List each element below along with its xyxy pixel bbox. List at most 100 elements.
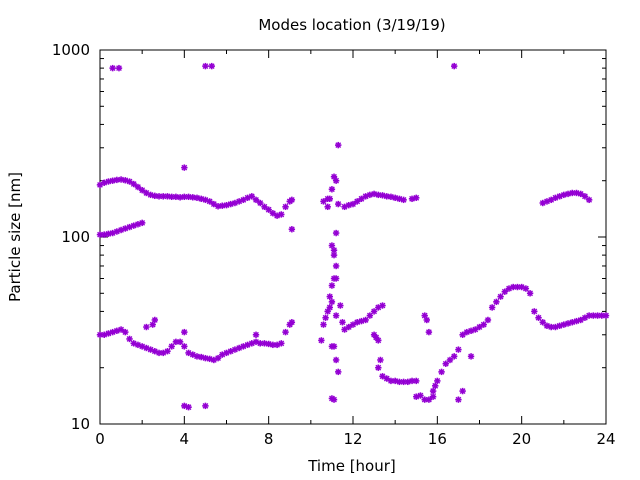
data-point	[387, 377, 395, 385]
y-axis-title: Particle size [nm]	[6, 172, 24, 302]
data-point	[122, 328, 129, 336]
data-point	[451, 62, 458, 70]
data-point	[332, 312, 340, 319]
plot-frame	[99, 49, 607, 425]
data-point	[252, 196, 260, 204]
data-point	[265, 206, 272, 213]
data-point	[288, 196, 296, 204]
data-point	[423, 316, 430, 324]
data-point	[366, 312, 374, 319]
data-point	[330, 251, 338, 259]
data-point	[337, 302, 344, 309]
data-point	[328, 298, 336, 306]
data-point	[375, 364, 382, 371]
data-point	[330, 246, 338, 254]
data-point	[109, 64, 116, 72]
data-point	[168, 343, 175, 350]
data-point	[438, 368, 445, 376]
data-point	[400, 378, 407, 386]
data-point	[383, 193, 390, 200]
data-point	[134, 183, 142, 191]
y-tick-label: 100	[61, 228, 90, 246]
data-point	[330, 396, 338, 403]
data-point	[434, 377, 441, 385]
data-point	[379, 302, 386, 309]
data-point	[370, 308, 378, 315]
data-point	[429, 387, 437, 395]
data-point	[324, 203, 331, 211]
data-point	[417, 392, 424, 399]
data-point	[257, 199, 264, 207]
data-point	[488, 304, 496, 311]
data-point	[391, 377, 399, 385]
data-point	[467, 353, 475, 360]
data-point	[288, 226, 296, 233]
data-point	[155, 193, 163, 200]
data-point	[138, 186, 146, 194]
data-point	[278, 211, 285, 218]
data-point	[585, 196, 593, 204]
data-point	[185, 403, 192, 411]
x-tick-label: 20	[512, 430, 531, 448]
data-point	[370, 190, 378, 198]
data-point	[531, 308, 538, 315]
data-point	[429, 393, 437, 400]
data-point	[261, 203, 268, 211]
x-tick-labels: 0 4 8 12 16 20 24	[95, 430, 615, 448]
data-point	[326, 293, 334, 300]
data-point	[413, 377, 420, 385]
data-point	[115, 64, 123, 72]
data-point	[105, 178, 112, 185]
data-point	[455, 396, 462, 403]
x-tick-label: 24	[596, 430, 615, 448]
data-point	[126, 335, 133, 343]
data-point	[354, 198, 361, 205]
data-point	[130, 180, 137, 188]
data-point	[320, 321, 327, 328]
data-point	[202, 62, 209, 70]
data-point	[413, 194, 420, 202]
data-point	[602, 312, 610, 319]
x-tick-label: 8	[264, 430, 274, 448]
data-point	[265, 340, 272, 348]
data-point	[459, 387, 466, 395]
data-point	[484, 316, 492, 324]
data-point	[113, 228, 121, 235]
data-point	[326, 304, 334, 311]
data-point	[130, 340, 137, 347]
data-point	[328, 282, 336, 289]
data-point	[227, 200, 234, 208]
y-tick-labels: 10 100 1000	[52, 41, 90, 433]
data-point	[332, 262, 340, 270]
data-point	[328, 343, 336, 350]
y-tick-label: 1000	[52, 41, 90, 59]
data-point	[282, 203, 289, 211]
data-point	[227, 348, 234, 355]
data-point	[318, 337, 325, 344]
data-point	[335, 200, 342, 208]
x-tick-label: 16	[428, 430, 447, 448]
data-point	[181, 343, 188, 350]
data-point	[164, 348, 171, 355]
data-point	[202, 402, 209, 410]
data-point	[514, 283, 521, 291]
data-point	[581, 193, 589, 200]
data-point	[117, 326, 125, 333]
data-points	[96, 62, 610, 411]
x-tick-label: 0	[95, 430, 105, 448]
data-point	[425, 328, 433, 336]
data-point	[332, 275, 340, 282]
data-point	[497, 293, 504, 300]
data-point	[257, 340, 264, 347]
data-point	[335, 141, 342, 149]
data-point	[176, 338, 184, 346]
data-point	[547, 323, 555, 331]
axis-ticks	[99, 49, 607, 425]
data-point	[252, 331, 260, 338]
chart-title: Modes location (3/19/19)	[258, 16, 445, 34]
data-point	[326, 195, 334, 203]
data-point	[345, 323, 352, 331]
data-point	[288, 319, 296, 326]
data-point	[455, 346, 462, 353]
